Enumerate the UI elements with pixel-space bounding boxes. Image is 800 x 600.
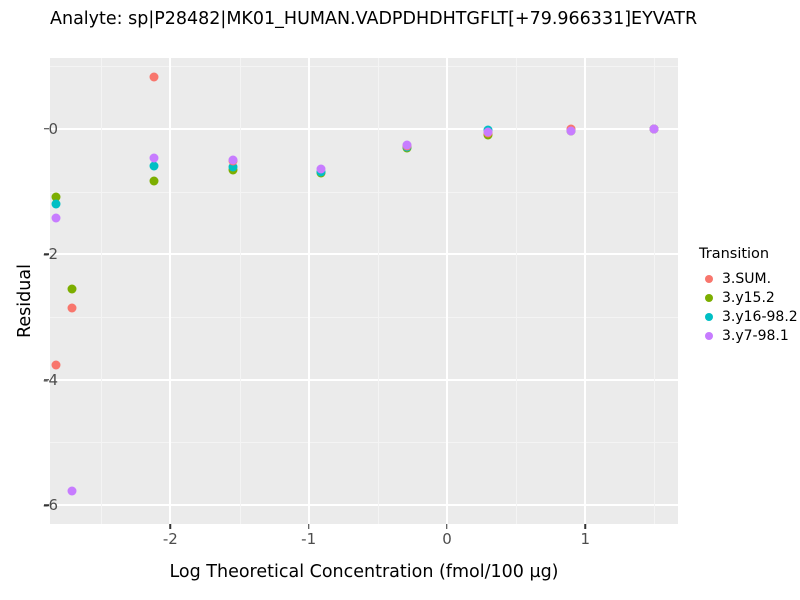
x-axis-tick-label: -2 [162,530,178,548]
data-point [566,126,576,136]
data-point [149,72,159,82]
data-point [67,284,77,294]
x-axis-tick-label: -1 [301,530,317,548]
grid-minor-vertical [654,58,656,524]
plot-panel [50,58,678,524]
legend-items: 3.SUM. 3.y15.2 3.y16-98.2 3.y7-98.1 [699,269,798,345]
legend-item: 3.SUM. [699,269,798,288]
legend: Transition 3.SUM. 3.y15.2 3.y16-98.2 3.y7-9… [699,246,798,345]
legend-key-icon [699,269,718,288]
grid-minor-horizontal [50,317,678,319]
grid-major-horizontal [50,504,678,507]
grid-minor-horizontal [50,442,678,444]
y-axis-tick-mark [44,128,49,130]
data-point [51,192,61,202]
grid-minor-horizontal [50,191,678,193]
data-point [649,124,659,134]
data-point [67,303,77,313]
grid-major-horizontal [50,378,678,381]
grid-minor-vertical [516,58,518,524]
grid-major-horizontal [50,127,678,130]
data-point [483,127,493,137]
data-point [149,153,159,163]
page-title: Analyte: sp|P28482|MK01_HUMAN.VADPDHDHTG… [50,9,698,29]
legend-color-swatch [704,312,713,321]
data-point [316,164,326,174]
x-axis-tick-label: 0 [442,530,452,548]
x-axis-tick-label: 1 [580,530,591,548]
data-point [51,213,61,223]
legend-title: Transition [699,246,770,262]
data-point [51,199,61,208]
legend-item: 3.y16-98.2 [699,307,798,326]
legend-color-swatch [704,293,713,302]
grid-minor-vertical [377,58,379,524]
grid-minor-horizontal [50,66,678,68]
y-axis-tick-mark [44,504,49,506]
legend-key-icon [699,307,718,326]
data-point [67,486,77,496]
grid-major-vertical [445,58,448,524]
legend-item: 3.y15.2 [699,288,798,307]
y-axis-title: Residual [15,264,35,338]
y-axis-tick-mark [44,378,49,381]
legend-item: 3.y7-98.1 [699,326,798,345]
grid-minor-vertical [239,58,241,524]
legend-item-label: 3.SUM. [722,270,772,287]
x-axis-title: Log Theoretical Concentration (fmol/100 … [169,562,559,582]
y-axis-tick-label: -6 [43,496,58,515]
legend-item-label: 3.y7-98.1 [722,327,789,344]
grid-major-horizontal [50,253,678,256]
x-axis-tick-mark [307,524,310,529]
x-axis-tick-mark [446,524,448,529]
data-point [228,155,238,165]
y-axis-tick-label: 0 [48,119,58,138]
y-axis-tick-label: -4 [43,370,58,389]
data-point [149,161,159,171]
grid-major-vertical [584,58,587,524]
legend-item-label: 3.y16-98.2 [722,308,798,325]
data-point [402,140,412,150]
y-axis-tick-mark [44,253,49,256]
legend-item-label: 3.y15.2 [722,289,775,306]
grid-minor-vertical [101,58,103,524]
y-axis-tick-label: -2 [43,245,58,264]
grid-major-vertical [169,58,172,524]
legend-key-icon [699,288,718,307]
legend-color-swatch [704,274,713,283]
data-point [228,162,238,171]
x-axis-tick-mark [584,524,587,529]
x-axis-tick-mark [169,524,172,529]
legend-color-swatch [704,331,713,340]
data-point [149,176,159,186]
data-point [51,360,61,370]
grid-major-vertical [307,58,310,524]
legend-key-icon [699,326,718,345]
